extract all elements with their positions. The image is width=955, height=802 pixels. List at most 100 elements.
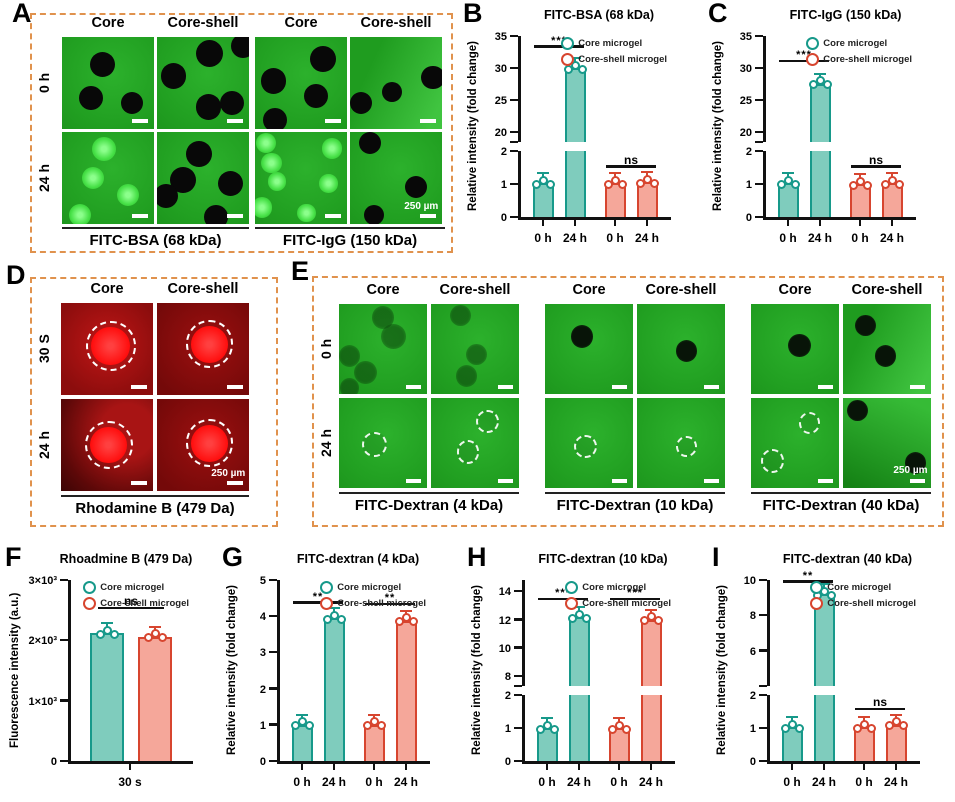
x-tick <box>333 764 335 770</box>
microgel-circle <box>322 138 343 159</box>
y-tick <box>269 650 277 654</box>
micrograph-tile <box>545 398 633 488</box>
sig-bracket <box>365 603 415 606</box>
error-bar-cap <box>886 172 898 175</box>
sig-bracket <box>534 45 584 48</box>
microgel-circle <box>359 132 382 155</box>
micrograph-tile <box>339 398 427 488</box>
legend-item: Core-shell microgel <box>810 597 916 610</box>
y-tick-label: 30 <box>739 63 752 76</box>
legend-item: Core-shell microgel <box>320 597 426 610</box>
scale-bar <box>130 481 147 486</box>
micrograph-tile <box>431 398 519 488</box>
legend-marker-icon <box>83 597 97 610</box>
data-point <box>607 724 617 734</box>
x-tick <box>546 764 548 770</box>
microgel-circle <box>157 184 179 209</box>
y-tick <box>759 613 767 617</box>
microgel-circle <box>475 409 499 434</box>
x-tick <box>405 764 407 770</box>
y-tick <box>759 578 767 581</box>
microgel-dye-core <box>90 426 128 464</box>
scale-bar <box>324 119 341 124</box>
error-bar-cap <box>296 713 308 716</box>
microgel-circle <box>456 440 480 464</box>
microgel-circle <box>261 153 282 174</box>
legend-marker-icon <box>810 597 824 610</box>
x-tick <box>650 764 652 770</box>
x-tick <box>859 220 861 226</box>
error-bar-cap <box>400 609 412 612</box>
micrograph-tile <box>431 304 519 394</box>
bar <box>640 695 662 761</box>
data-point <box>157 633 167 643</box>
y-tick-label: 1 <box>745 179 752 191</box>
microgel-dye-core <box>191 424 228 462</box>
scale-bar <box>226 214 243 219</box>
sig-label: ** <box>802 569 814 582</box>
microgel-circle <box>570 324 594 349</box>
data-point <box>535 724 545 734</box>
sig-bracket <box>783 580 833 583</box>
data-point <box>577 64 587 74</box>
x-axis-line <box>68 761 193 764</box>
x-category-label: 24 h <box>562 231 587 245</box>
y-tick-label: 8 <box>749 610 756 623</box>
data-point <box>880 179 890 189</box>
y-tick <box>510 98 518 102</box>
y-tick <box>60 638 68 642</box>
y-axis-label: Fluorescence intensity (a.u.) <box>9 592 21 749</box>
y-tick <box>510 66 518 70</box>
column-header: Core-shell <box>167 281 239 297</box>
x-tick <box>578 764 580 770</box>
group-label: FITC-Dextran (10 kDa) <box>545 492 725 514</box>
microgel-circle <box>846 399 868 422</box>
x-category-label: 24 h <box>638 775 663 789</box>
x-category-label: 0 h <box>783 775 801 789</box>
panel-letter-f: F <box>5 542 22 572</box>
bar <box>568 617 590 686</box>
legend-item: Core-shell microgel <box>561 53 667 66</box>
row-label: 24 h <box>318 429 334 458</box>
microgel-circle <box>382 82 403 103</box>
data-point <box>826 590 836 600</box>
x-category-label: 24 h <box>566 775 591 789</box>
legend-item: Core-shell microgel <box>806 53 912 66</box>
micrograph-tile <box>339 304 427 394</box>
microgel-circle <box>267 172 287 191</box>
y-tick <box>755 182 763 185</box>
group-label: FITC-BSA (68 kDa) <box>62 227 249 249</box>
y-tick <box>510 182 518 185</box>
y-tick-label: 4 <box>259 611 266 624</box>
data-point <box>545 179 555 189</box>
error-bar-cap <box>101 622 113 625</box>
microgel-circle <box>855 314 877 337</box>
y-tick-label: 0 <box>500 212 507 224</box>
error-bar-cap <box>858 716 870 719</box>
y-tick-label: 3×10³ <box>28 575 57 587</box>
legend-label: Core-shell microgel <box>823 54 912 65</box>
y-tick <box>755 130 763 134</box>
sig-bracket <box>610 597 660 600</box>
data-point <box>866 723 876 733</box>
scale-bar <box>611 478 627 483</box>
legend-label: Core-shell microgel <box>578 54 667 65</box>
scale-bar <box>611 384 627 389</box>
data-point <box>617 179 627 189</box>
micrograph-tile <box>637 304 725 394</box>
scale-bar <box>909 384 925 389</box>
bar <box>395 620 417 761</box>
microgel-dashed-ring <box>85 321 136 372</box>
panel-letter-h: H <box>467 542 487 572</box>
chart-plot: 0 1×10³ 2×10³ 3×10³ ns 30 s Core microgel Core-… <box>29 575 193 789</box>
chart-title: FITC-BSA (68 kDa) <box>544 8 654 22</box>
sig-bracket <box>855 707 905 710</box>
data-point <box>808 80 818 90</box>
micrograph-tile <box>157 37 249 129</box>
axis-break-tick <box>759 684 767 687</box>
data-point <box>394 617 404 627</box>
row-label: 30 S <box>36 334 52 364</box>
microgel-circle <box>160 62 187 89</box>
